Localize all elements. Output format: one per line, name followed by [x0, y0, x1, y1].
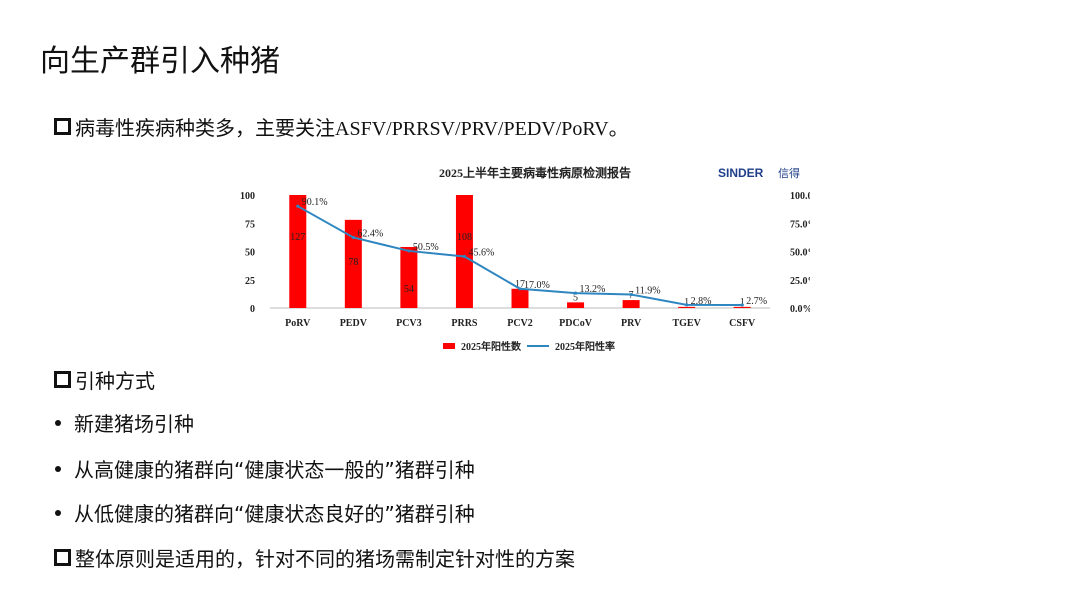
y-right-tick-label: 75.0% [790, 219, 810, 230]
legend-line-label: 2025年阳性率 [555, 340, 615, 353]
rate-point [629, 292, 633, 297]
bar-value-label: 5 [573, 292, 578, 303]
logo-cn: 信得 [778, 167, 800, 180]
bar [511, 288, 529, 308]
y-left-tick-label: 0 [250, 304, 255, 315]
rate-value-label: 13.2% [580, 284, 606, 295]
bar-value-label: 54 [404, 284, 414, 295]
point-principle-text: 整体原则是适用的，针对不同的猪场需制定针对性的方案 [75, 547, 575, 571]
rate-point [740, 303, 744, 307]
x-tick-label: PDCoV [559, 318, 593, 329]
rate-point [518, 287, 522, 291]
bar-value-label: 127 [290, 232, 305, 243]
list-item-text: 从低健康的猪群向“健康状态良好的”猪群引种 [74, 502, 475, 526]
legend: 2025年阳性数 2025年阳性率 [443, 340, 615, 353]
bar [678, 306, 696, 308]
rate-point [573, 291, 578, 295]
logo: SINDER 信得 [718, 166, 800, 180]
rate-value-label: 2.8% [691, 296, 712, 307]
rate-point [685, 303, 689, 307]
x-tick-label: PoRV [285, 318, 311, 329]
chart: 2025上半年主要病毒性病原检测报告 SINDER 信得 0255075100 … [240, 165, 810, 353]
bar [622, 300, 640, 308]
rate-value-label: 50.5% [413, 242, 439, 253]
y-left-tick-label: 25 [245, 276, 255, 287]
bar-value-label: 1 [684, 297, 689, 308]
rate-point [407, 249, 411, 253]
logo-brand: SINDER [718, 166, 764, 180]
rate-value-label: 45.6% [468, 247, 494, 258]
list-item: 新建猪场引种 [54, 408, 194, 437]
bar [344, 219, 362, 308]
x-tick-label: PRV [621, 318, 642, 329]
rate-value-label: 62.4% [357, 228, 383, 239]
point-viral-diseases-text: 病毒性疾病种类多，主要关注ASFV/PRRSV/PRV/PEDV/PoRV。 [75, 118, 629, 140]
legend-bar-label: 2025年阳性数 [461, 340, 522, 353]
x-tick-label: TGEV [672, 318, 701, 329]
rate-value-label: 17.0% [524, 280, 550, 291]
chart-title: 2025上半年主要病毒性病原检测报告 [439, 165, 631, 180]
list-item: 从低健康的猪群向“健康状态良好的”猪群引种 [54, 498, 475, 527]
point-viral-diseases: 病毒性疾病种类多，主要关注ASFV/PRRSV/PRV/PEDV/PoRV。 [54, 112, 629, 141]
y-right-tick-label: 0.0% [790, 304, 810, 315]
list-item-text: 从高健康的猪群向“健康状态一般的”猪群引种 [74, 458, 475, 482]
y-left-tick-label: 100 [240, 191, 255, 202]
square-bullet-icon [54, 371, 71, 388]
bullet-dot-icon [55, 419, 61, 426]
bullet-dot-icon [55, 509, 61, 516]
bar-value-label: 78 [348, 257, 358, 268]
legend-bar-swatch [443, 343, 455, 349]
bar-value-label: 1 [740, 297, 745, 308]
x-tick-label: PRRS [451, 318, 478, 329]
bullet-dot-icon [55, 465, 61, 472]
x-tick-label: PEDV [340, 318, 368, 329]
bar-value-label: 17 [515, 279, 525, 290]
bar [400, 246, 418, 308]
list-item-text: 新建猪场引种 [74, 412, 194, 436]
rate-point [462, 254, 467, 259]
point-introduction-methods: 引种方式 [54, 365, 155, 394]
x-tick-label: PCV3 [396, 318, 422, 329]
rate-point [296, 204, 300, 208]
x-tick-label: CSFV [729, 318, 756, 329]
page-title: 向生产群引入种猪 [40, 44, 280, 79]
y-right-tick-label: 100.0% [790, 191, 810, 202]
y-left-tick-label: 50 [245, 248, 255, 259]
point-principle: 整体原则是适用的，针对不同的猪场需制定针对性的方案 [54, 543, 575, 572]
rate-value-label: 11.9% [635, 286, 660, 297]
bar [733, 306, 751, 308]
y-right-tick-label: 25.0% [790, 276, 810, 287]
y-right-tick-label: 50.0% [790, 248, 810, 259]
square-bullet-icon [54, 118, 71, 135]
rate-value-label: 2.7% [746, 296, 767, 307]
rate-value-label: 90.1% [302, 197, 328, 208]
y-left-tick-label: 75 [245, 219, 255, 230]
rate-point [351, 235, 355, 240]
list-item: 从高健康的猪群向“健康状态一般的”猪群引种 [54, 454, 475, 483]
bar-value-label: 108 [457, 232, 472, 243]
bar [455, 195, 473, 308]
square-bullet-icon [54, 549, 71, 566]
bar [289, 195, 307, 308]
point-introduction-methods-text: 引种方式 [75, 369, 155, 393]
x-tick-label: PCV2 [507, 318, 533, 329]
bar [567, 302, 585, 308]
